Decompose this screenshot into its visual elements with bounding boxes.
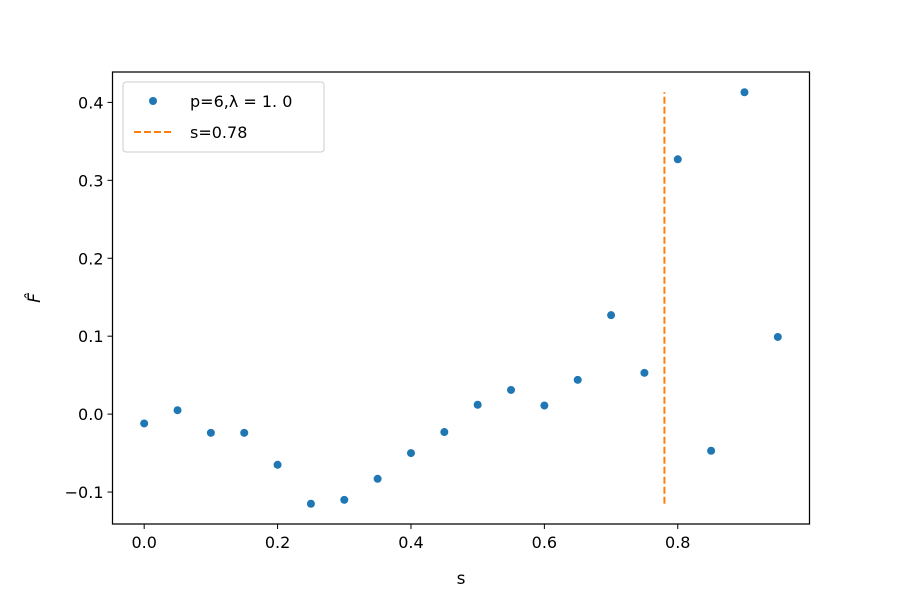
y-tick-label: −0.1 bbox=[65, 483, 104, 502]
x-tick-label: 0.2 bbox=[265, 533, 290, 552]
legend-line-label: s=0.78 bbox=[190, 123, 247, 142]
legend-point-marker bbox=[149, 97, 157, 105]
legend-box bbox=[122, 81, 325, 153]
y-tick-label: 0.4 bbox=[78, 93, 103, 112]
data-point bbox=[306, 499, 315, 508]
data-point bbox=[140, 419, 149, 428]
y-tick-label: 0.1 bbox=[78, 327, 103, 346]
x-tick-label: 0.6 bbox=[532, 533, 557, 552]
data-point bbox=[540, 401, 549, 410]
y-axis-label: F̂ bbox=[24, 293, 45, 303]
legend: p=6,λ = 1. 0 s=0.78 bbox=[122, 81, 325, 153]
data-point bbox=[173, 406, 182, 415]
data-point bbox=[340, 495, 349, 504]
plot-content bbox=[140, 88, 782, 508]
data-point bbox=[573, 375, 582, 384]
data-point bbox=[640, 368, 649, 377]
data-point bbox=[440, 428, 449, 437]
x-tick-label: 0.0 bbox=[131, 533, 156, 552]
data-point bbox=[406, 449, 415, 458]
y-tick-label: 0.0 bbox=[78, 405, 103, 424]
data-point bbox=[707, 446, 716, 455]
x-tick-label: 0.4 bbox=[398, 533, 423, 552]
x-axis: 0.0 0.2 0.4 0.6 0.8 bbox=[131, 524, 690, 552]
y-tick-label: 0.2 bbox=[78, 249, 103, 268]
x-tick-label: 0.8 bbox=[665, 533, 690, 552]
data-point bbox=[473, 400, 482, 409]
data-point bbox=[773, 332, 782, 341]
data-point bbox=[273, 460, 282, 469]
plot-frame bbox=[111, 71, 811, 525]
data-point bbox=[740, 88, 749, 97]
data-point bbox=[206, 428, 215, 437]
legend-point-label: p=6,λ = 1. 0 bbox=[190, 92, 292, 111]
data-point bbox=[507, 385, 516, 394]
data-point bbox=[373, 474, 382, 483]
data-point bbox=[607, 311, 616, 320]
y-tick-label: 0.3 bbox=[78, 171, 103, 190]
data-point bbox=[673, 155, 682, 164]
x-axis-label: s bbox=[457, 569, 466, 589]
data-point bbox=[240, 428, 249, 437]
y-axis: −0.1 0.0 0.1 0.2 0.3 0.4 bbox=[65, 93, 113, 502]
